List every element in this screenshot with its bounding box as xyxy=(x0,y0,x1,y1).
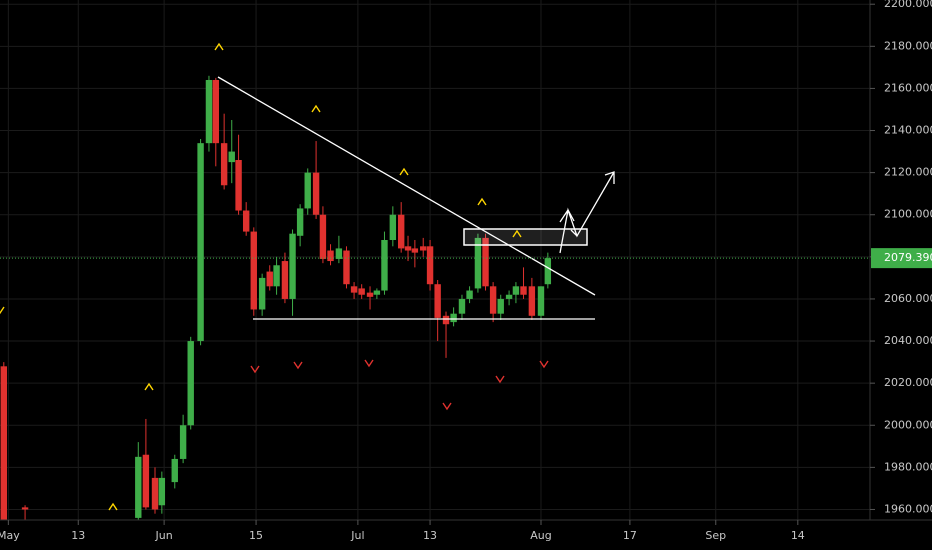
candle-body xyxy=(520,286,527,295)
y-tick-label: 1980.000 xyxy=(884,460,932,473)
y-tick-label: 2200.000 xyxy=(884,0,932,10)
candle-body xyxy=(381,240,388,291)
candle-body xyxy=(343,250,350,285)
candle-body xyxy=(537,286,545,316)
x-tick-label: 13 xyxy=(423,529,437,542)
candle-body xyxy=(450,313,457,323)
candle-body xyxy=(420,246,427,251)
candle-body xyxy=(304,172,311,209)
candle-body xyxy=(228,151,235,163)
grid xyxy=(0,0,870,520)
x-tick-label: 15 xyxy=(249,529,263,542)
y-tick-label: 2160.000 xyxy=(884,81,932,94)
y-tick-label: 2060.000 xyxy=(884,292,932,305)
candle-body xyxy=(312,172,320,215)
candle-body xyxy=(358,288,365,295)
x-tick-label: 14 xyxy=(791,529,805,542)
candle-body xyxy=(273,265,280,287)
candle-body xyxy=(171,458,178,483)
x-tick-label: May xyxy=(0,529,20,542)
candle-body xyxy=(404,246,412,251)
y-tick-label: 2120.000 xyxy=(884,166,932,179)
candle-body xyxy=(528,286,536,316)
candle-body xyxy=(250,231,257,310)
resistance-box xyxy=(463,228,588,246)
candle-body xyxy=(197,143,204,342)
candle-body xyxy=(397,214,405,249)
candle-body xyxy=(497,298,504,314)
candle-body xyxy=(266,271,273,287)
candles xyxy=(0,75,552,520)
candle-body xyxy=(142,454,150,508)
candle-body xyxy=(151,477,159,510)
candle-body xyxy=(319,214,327,259)
candle-body xyxy=(187,341,194,426)
y-tick-label: 2180.000 xyxy=(884,39,932,52)
y-tick-label: 2020.000 xyxy=(884,376,932,389)
candle-body xyxy=(512,286,520,295)
candle-body xyxy=(135,456,142,518)
candle-body xyxy=(442,315,450,325)
candle-body xyxy=(281,261,289,299)
candle-body xyxy=(205,80,213,144)
candle-body xyxy=(544,258,552,285)
y-tick-label: 1960.000 xyxy=(884,502,932,515)
candle-body xyxy=(505,294,513,299)
pivot-low-markers xyxy=(250,359,549,411)
y-tick-label: 2100.000 xyxy=(884,208,932,221)
x-tick-label: Jul xyxy=(350,529,364,542)
drawings xyxy=(0,42,615,511)
candle-body xyxy=(327,250,334,262)
candle-body xyxy=(366,292,374,297)
y-tick-label: 2000.000 xyxy=(884,418,932,431)
candle-body xyxy=(466,290,473,299)
x-tick-label: 17 xyxy=(623,529,637,542)
candle-body xyxy=(489,286,497,314)
last-price-box xyxy=(871,248,932,269)
last-price-label: 2079.390 xyxy=(884,251,932,264)
candle-body xyxy=(389,214,397,240)
trend-line xyxy=(217,76,596,296)
candle-body xyxy=(426,246,434,285)
candle-body xyxy=(373,290,381,295)
candle-body xyxy=(482,237,489,287)
candle-body xyxy=(289,233,296,299)
projection-arrow xyxy=(559,171,615,254)
y-tick-label: 2140.000 xyxy=(884,124,932,137)
candle-body xyxy=(258,277,266,310)
candle-body xyxy=(212,80,219,144)
candle-body xyxy=(411,248,419,253)
x-tick-label: Sep xyxy=(705,529,726,542)
candle-body xyxy=(474,237,482,289)
candle-body xyxy=(242,210,250,232)
candle-body xyxy=(179,425,187,459)
candle-body xyxy=(434,284,441,318)
y-tick-label: 2040.000 xyxy=(884,334,932,347)
x-tick-label: Jun xyxy=(155,529,173,542)
x-tick-label: Aug xyxy=(530,529,551,542)
candle-body xyxy=(21,507,29,510)
pivot-high-markers xyxy=(0,42,522,511)
candle-body xyxy=(235,160,242,211)
candle-body xyxy=(458,298,466,314)
candle-body xyxy=(335,248,343,259)
candle-body xyxy=(220,143,228,186)
candle-body xyxy=(296,208,304,236)
x-tick-label: 13 xyxy=(71,529,85,542)
candle-body xyxy=(350,286,358,293)
candle-body xyxy=(0,366,7,520)
candle-body xyxy=(158,477,166,506)
